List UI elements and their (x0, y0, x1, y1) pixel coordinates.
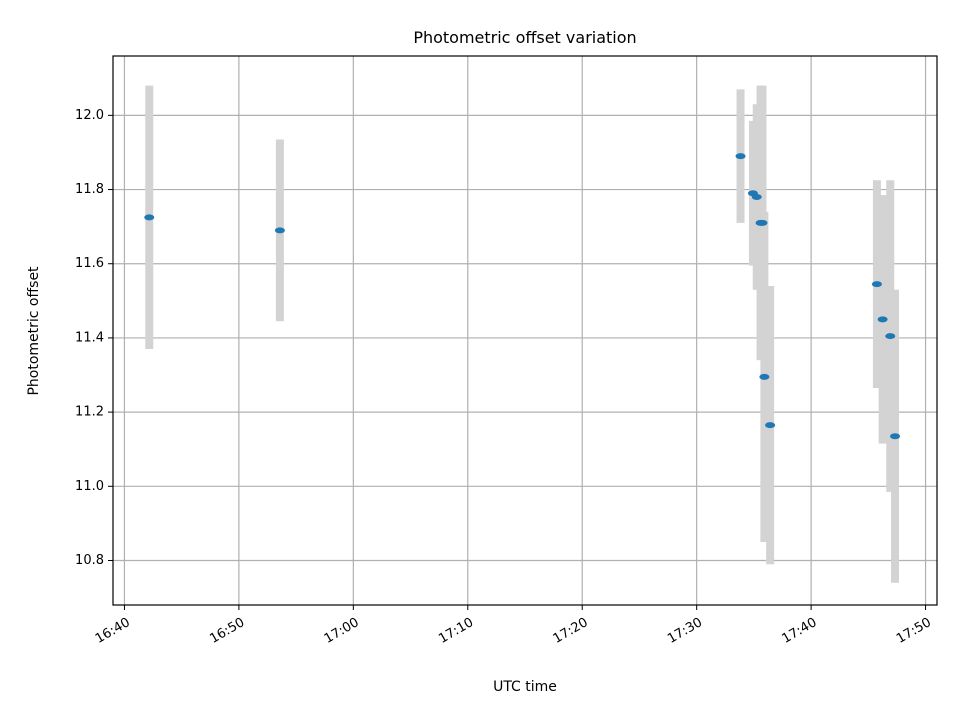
data-points (144, 153, 901, 440)
y-tick-label: 11.8 (75, 182, 104, 197)
y-tick-label: 11.4 (75, 330, 104, 345)
plot-frame (112, 55, 938, 606)
data-point (877, 316, 888, 323)
y-tick-label: 11.6 (75, 256, 104, 271)
y-tick-label: 12.0 (75, 108, 104, 123)
data-point (757, 219, 768, 226)
y-tick-label: 11.0 (75, 479, 104, 494)
y-axis-label: Photometric offset (26, 266, 42, 396)
y-tick-label: 11.2 (75, 405, 104, 420)
grid (113, 56, 937, 605)
x-axis-label: UTC time (493, 679, 557, 695)
data-point (144, 214, 155, 221)
data-point (890, 433, 901, 440)
chart-title: Photometric offset variation (413, 28, 636, 47)
data-point (759, 373, 770, 380)
data-point (735, 153, 746, 160)
data-point (765, 422, 776, 429)
data-point (885, 333, 896, 340)
y-axis-ticks: 10.8 11.0 11.2 11.4 11.6 11.8 12.0 (75, 108, 113, 568)
data-point (274, 227, 285, 234)
data-point (871, 281, 882, 288)
y-tick-label: 10.8 (75, 553, 104, 568)
data-point (751, 193, 762, 200)
